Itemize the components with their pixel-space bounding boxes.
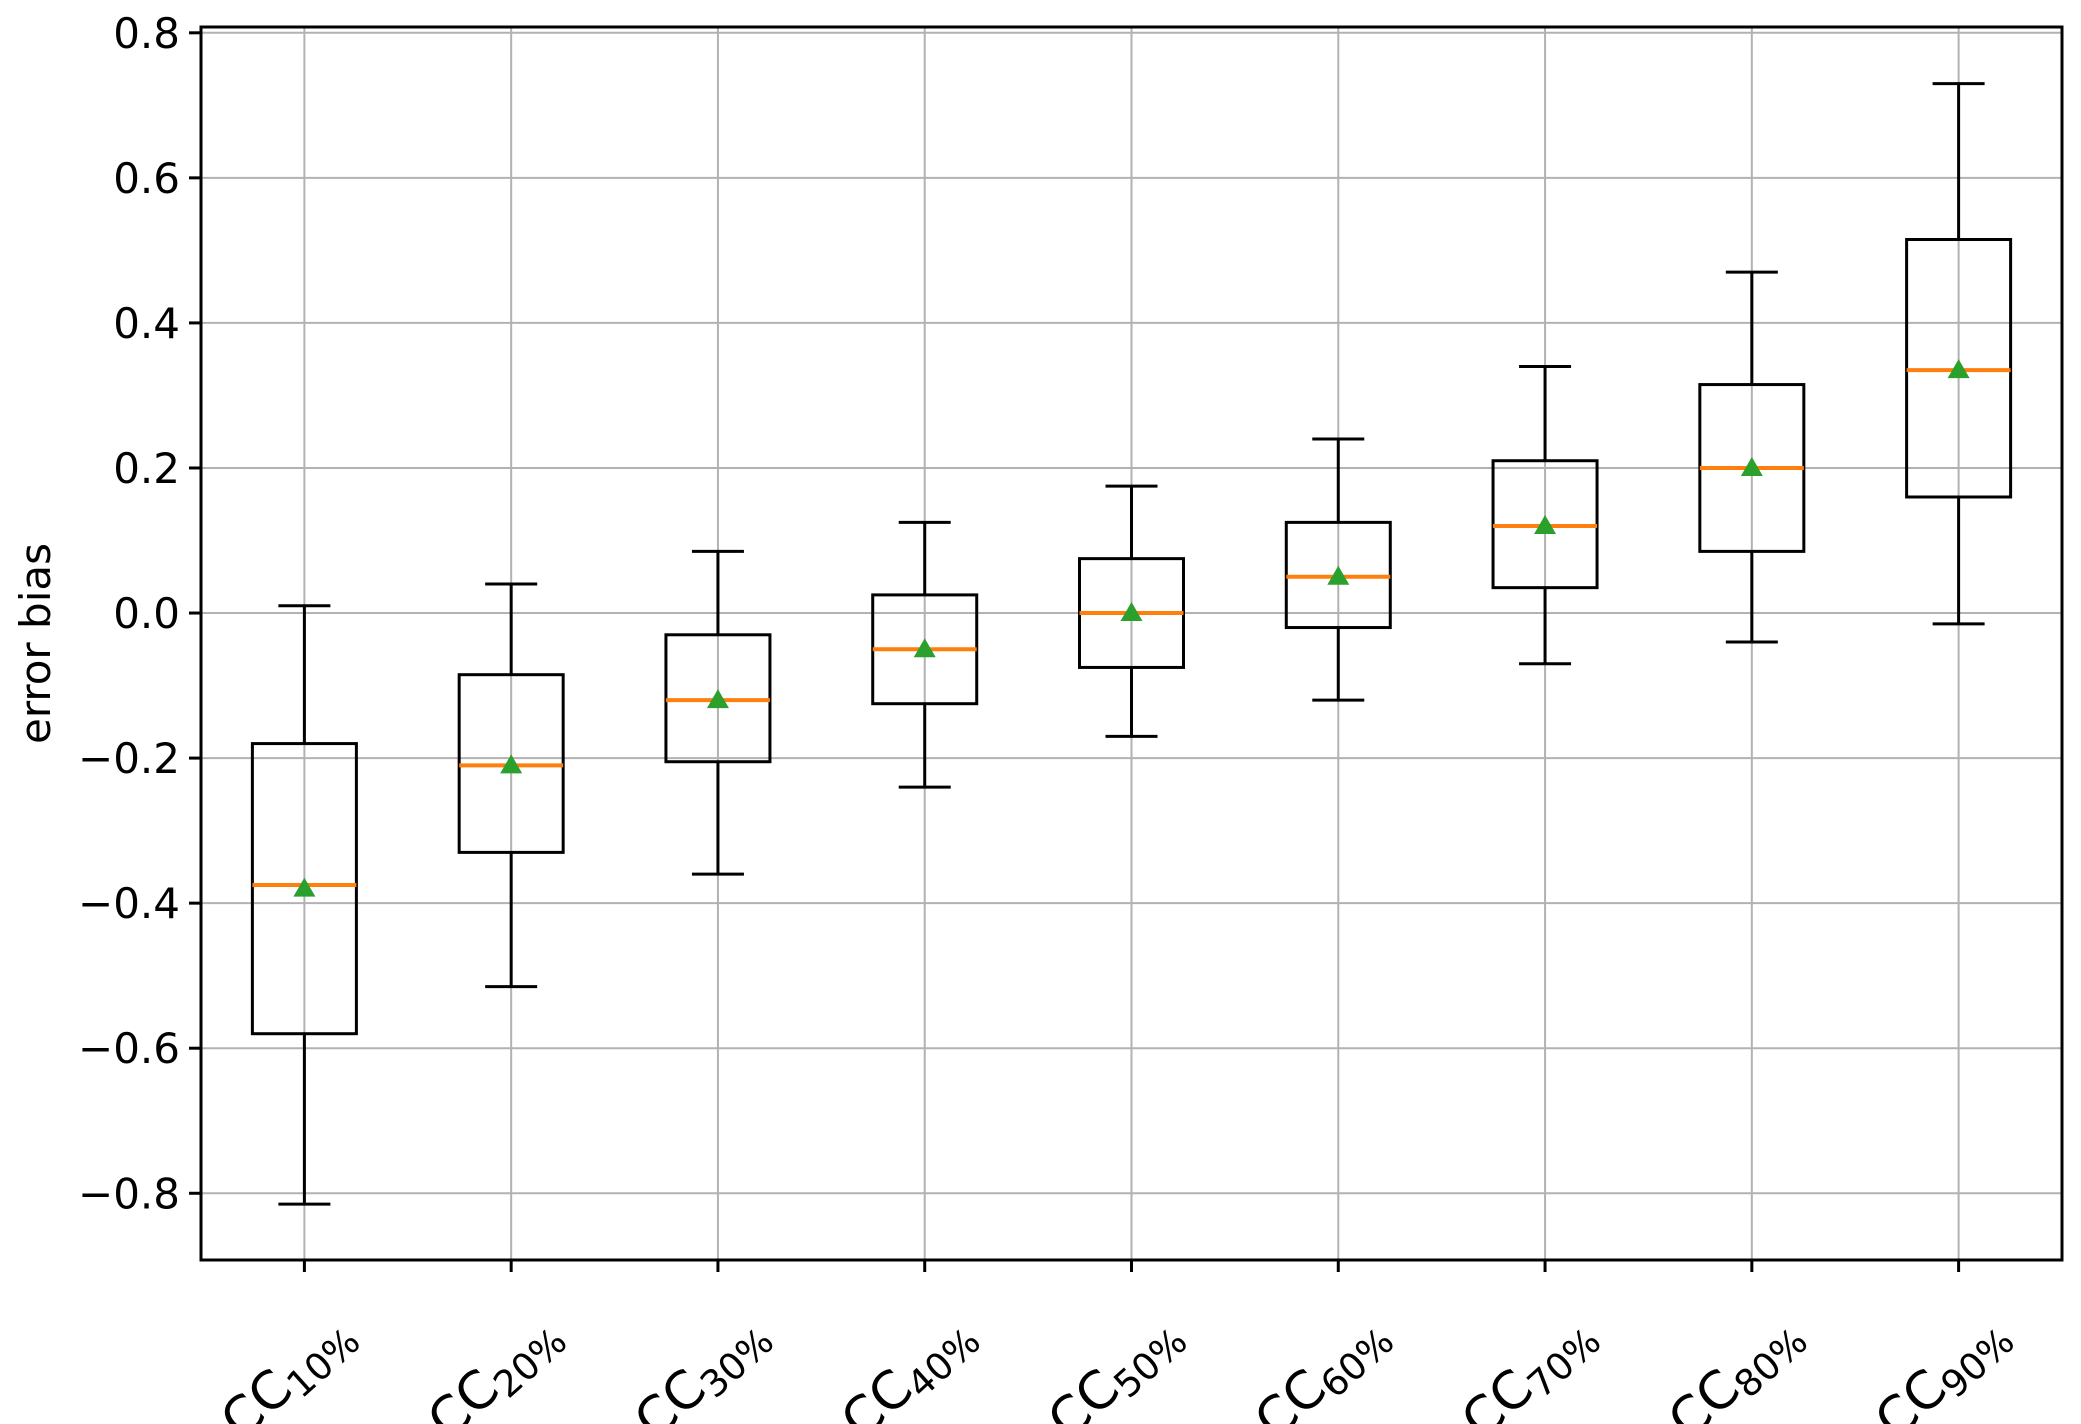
y-tick-label: 0.8 [113,9,180,58]
boxes-layer [250,82,2013,1206]
x-tick-label-text: CC50% [1037,1303,1196,1424]
mean-marker [293,877,316,897]
y-tick-label: 0.4 [113,299,180,348]
box-group-cc70 [1491,364,1599,666]
mean-marker [1740,456,1763,476]
box-group-cc60 [1284,437,1392,702]
box-group-cc50 [1078,484,1185,738]
x-tick-label-text: CC60% [1244,1303,1403,1424]
box-group-cc10 [250,604,358,1206]
mean-marker [706,689,729,709]
x-tick-label: CC70% [1451,1303,1610,1424]
mean-marker [1120,602,1143,622]
mean-marker [1947,359,1970,379]
x-tick-label: CC90% [1864,1303,2023,1424]
x-tick-label: CC50% [1037,1303,1196,1424]
iqr-box [250,742,358,1036]
y-axis-title: error bias [11,543,60,744]
mean-marker [913,638,936,658]
y-tick-label: 0.2 [113,444,180,493]
x-tick-label: CC10% [210,1303,369,1424]
x-tick-label: CC40% [830,1303,989,1424]
x-tick-label: CC30% [623,1303,782,1424]
mean-marker [1327,565,1350,585]
x-tick-label-text: CC70% [1451,1303,1610,1424]
box-group-cc30 [664,549,772,876]
y-tick-label: −0.4 [78,879,180,928]
mean-marker [1534,515,1557,535]
y-tick-label: −0.2 [78,734,180,783]
box-group-cc90 [1905,82,2013,626]
y-tick-label: 0.6 [113,154,180,203]
x-tick-label-text: CC30% [623,1303,782,1424]
box-group-cc20 [457,582,565,989]
tick-labels-layer: 0.8 0.6 0.4 0.2 0.0 −0.2 −0.4 −0.6 −0.8 CC10% CC20… [78,9,2023,1424]
x-tick-label-text: CC10% [210,1303,369,1424]
box-group-cc80 [1698,270,1806,644]
x-tick-label-text: CC80% [1657,1303,1816,1424]
x-tick-label: CC20% [417,1303,576,1424]
y-tick-label: 0.0 [113,589,180,638]
x-tick-label-text: CC40% [830,1303,989,1424]
grid-layer [201,27,2062,1260]
x-tick-label-text: CC20% [417,1303,576,1424]
axes-layer [189,25,2064,1272]
mean-marker [500,754,523,774]
x-tick-label: CC60% [1244,1303,1403,1424]
box-group-cc40 [871,520,979,789]
x-tick-label-text: CC90% [1864,1303,2023,1424]
x-tick-label: CC80% [1657,1303,1816,1424]
y-tick-label: −0.6 [78,1024,180,1073]
y-tick-label: −0.8 [78,1169,180,1218]
